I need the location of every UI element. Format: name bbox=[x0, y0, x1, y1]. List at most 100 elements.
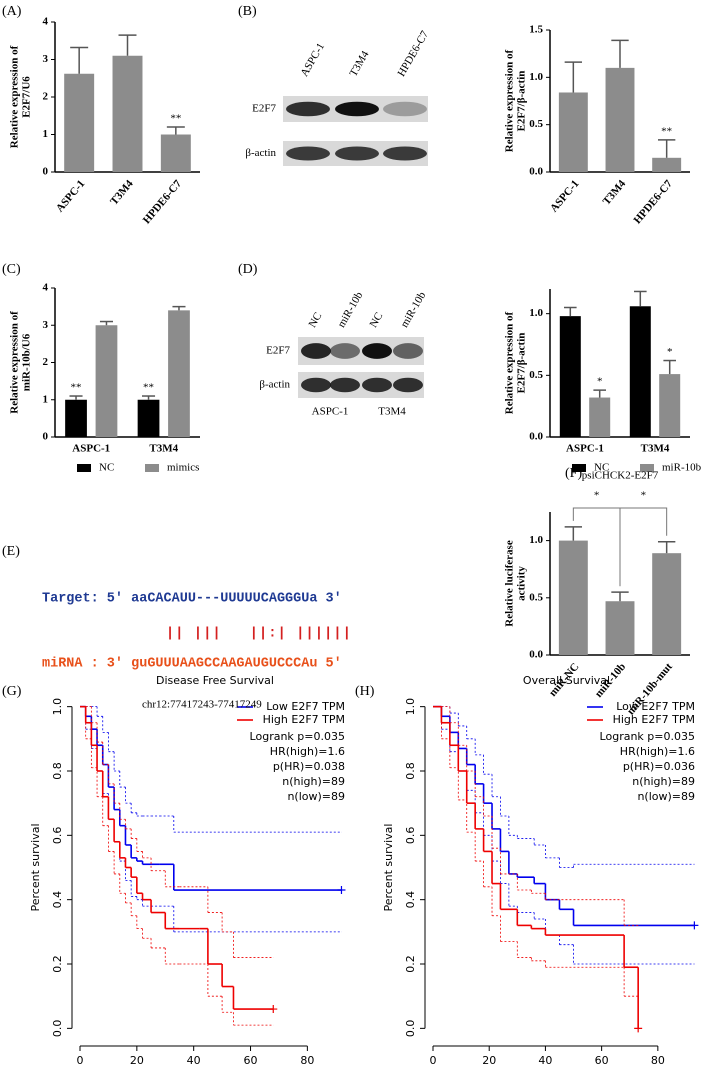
y-tick-label: 1.0 bbox=[529, 534, 543, 546]
significance: * bbox=[667, 346, 673, 358]
censor-mark bbox=[337, 886, 346, 895]
legend-label: miR-10b bbox=[662, 462, 702, 474]
x-tick-label: 40 bbox=[187, 1054, 201, 1066]
x-tick-label: 20 bbox=[482, 1054, 496, 1066]
significance: ** bbox=[71, 382, 82, 394]
blot-band bbox=[335, 101, 379, 117]
target-sequence: Target: 5' aaCACAUU---UUUUUCAGGGUa 3' bbox=[42, 592, 342, 607]
y-tick-label: 1.0 bbox=[51, 698, 64, 716]
bar bbox=[652, 157, 682, 172]
y-tick-label: 0.0 bbox=[51, 1020, 64, 1038]
chart-title: psiCHCK2-E2F7 bbox=[582, 470, 659, 482]
legend-label: Low E2F7 TPM bbox=[616, 700, 695, 713]
panel-label: (B) bbox=[238, 4, 257, 19]
x-tick-label: T3M4 bbox=[641, 443, 670, 455]
y-tick-label: 2 bbox=[43, 91, 49, 103]
stat-label: p(HR)=0.036 bbox=[623, 760, 695, 773]
y-tick-label: 1.0 bbox=[404, 698, 417, 716]
blot-band bbox=[393, 377, 423, 393]
row-label: E2F7 bbox=[252, 103, 276, 115]
x-tick-label: 40 bbox=[538, 1054, 552, 1066]
y-tick-label: 0.5 bbox=[529, 118, 543, 130]
stat-label: n(high)=89 bbox=[282, 775, 345, 788]
legend-swatch bbox=[77, 464, 91, 472]
legend-label: High E2F7 TPM bbox=[613, 713, 695, 726]
panel-label: (F) bbox=[565, 466, 582, 481]
bar bbox=[558, 540, 588, 655]
stat-label: n(low)=89 bbox=[287, 790, 345, 803]
y-axis-label: E2F7/U6 bbox=[21, 76, 33, 118]
significance: ** bbox=[143, 382, 154, 394]
blot-band bbox=[330, 343, 360, 359]
y-tick-label: 2 bbox=[43, 356, 49, 368]
bar bbox=[160, 134, 191, 172]
row-label: β-actin bbox=[245, 147, 276, 159]
x-tick-label: 20 bbox=[130, 1054, 144, 1066]
y-axis-label: activity bbox=[516, 566, 528, 601]
x-tick-label: ASPC-1 bbox=[566, 443, 604, 455]
y-tick-label: 4 bbox=[43, 282, 49, 294]
bar bbox=[605, 601, 635, 655]
y-tick-label: 0.2 bbox=[51, 955, 64, 973]
genomic-location: chr12:77417243-77417249 bbox=[142, 699, 262, 711]
x-tick-label: 0 bbox=[430, 1054, 437, 1066]
y-tick-label: 0.0 bbox=[529, 649, 543, 661]
bar bbox=[64, 73, 95, 172]
legend-label: Low E2F7 TPM bbox=[266, 700, 345, 713]
y-tick-label: 0.5 bbox=[529, 369, 543, 381]
x-tick-label: T3M4 bbox=[149, 443, 178, 455]
y-tick-label: 0.4 bbox=[404, 891, 417, 909]
stat-label: p(HR)=0.038 bbox=[273, 760, 345, 773]
stat-label: Logrank p=0.035 bbox=[600, 730, 695, 743]
y-tick-label: 0 bbox=[43, 166, 49, 178]
bar bbox=[137, 399, 160, 437]
y-axis-label: Percent survival bbox=[382, 824, 395, 912]
y-axis-label: Relative expression of bbox=[9, 311, 21, 414]
censor-mark bbox=[269, 1005, 278, 1014]
legend-label: NC bbox=[594, 462, 609, 474]
blot-band bbox=[383, 101, 427, 117]
bar bbox=[558, 92, 588, 172]
y-tick-label: 1.0 bbox=[529, 307, 543, 319]
censor-mark bbox=[690, 921, 699, 930]
y-tick-label: 0.4 bbox=[51, 891, 64, 909]
y-tick-label: 3 bbox=[43, 319, 49, 331]
y-tick-label: 0.2 bbox=[404, 955, 417, 973]
legend-label: High E2F7 TPM bbox=[263, 713, 345, 726]
blot-band bbox=[335, 146, 379, 161]
bar bbox=[659, 374, 681, 437]
row-label: E2F7 bbox=[266, 345, 290, 357]
group-label: ASPC-1 bbox=[312, 406, 349, 418]
x-tick-label: 80 bbox=[300, 1054, 314, 1066]
blot-band bbox=[393, 343, 423, 359]
stat-label: Logrank p=0.035 bbox=[250, 730, 345, 743]
blot-band bbox=[362, 343, 392, 359]
y-axis-label: miR-10b/U6 bbox=[21, 333, 33, 391]
legend-label: mimics bbox=[167, 462, 199, 474]
y-tick-label: 1.0 bbox=[529, 71, 543, 83]
row-label: β-actin bbox=[259, 379, 290, 391]
y-axis-label: Relative expression of bbox=[504, 49, 516, 152]
blot-band bbox=[286, 101, 330, 117]
legend-label: NC bbox=[99, 462, 114, 474]
significance: ** bbox=[661, 125, 672, 137]
x-tick-label: 80 bbox=[651, 1054, 665, 1066]
bar bbox=[652, 553, 682, 655]
panel-label: (H) bbox=[355, 684, 375, 699]
chart-title: Disease Free Survival bbox=[156, 674, 274, 687]
y-tick-label: 0.8 bbox=[404, 762, 417, 780]
stat-label: HR(high)=1.6 bbox=[270, 745, 345, 758]
panel-label: (E) bbox=[2, 544, 20, 559]
bar bbox=[65, 399, 87, 437]
stat-label: n(high)=89 bbox=[632, 775, 695, 788]
significance: * bbox=[641, 490, 647, 502]
bar bbox=[605, 67, 635, 172]
x-tick-label: 0 bbox=[77, 1054, 84, 1066]
y-axis-label: E2F7/β-actin bbox=[516, 71, 528, 132]
y-tick-label: 0.5 bbox=[529, 591, 543, 603]
y-tick-label: 4 bbox=[43, 16, 49, 28]
y-tick-label: 3 bbox=[43, 53, 49, 65]
y-axis-label: Relative luciferase bbox=[504, 540, 516, 627]
bar bbox=[629, 306, 651, 437]
